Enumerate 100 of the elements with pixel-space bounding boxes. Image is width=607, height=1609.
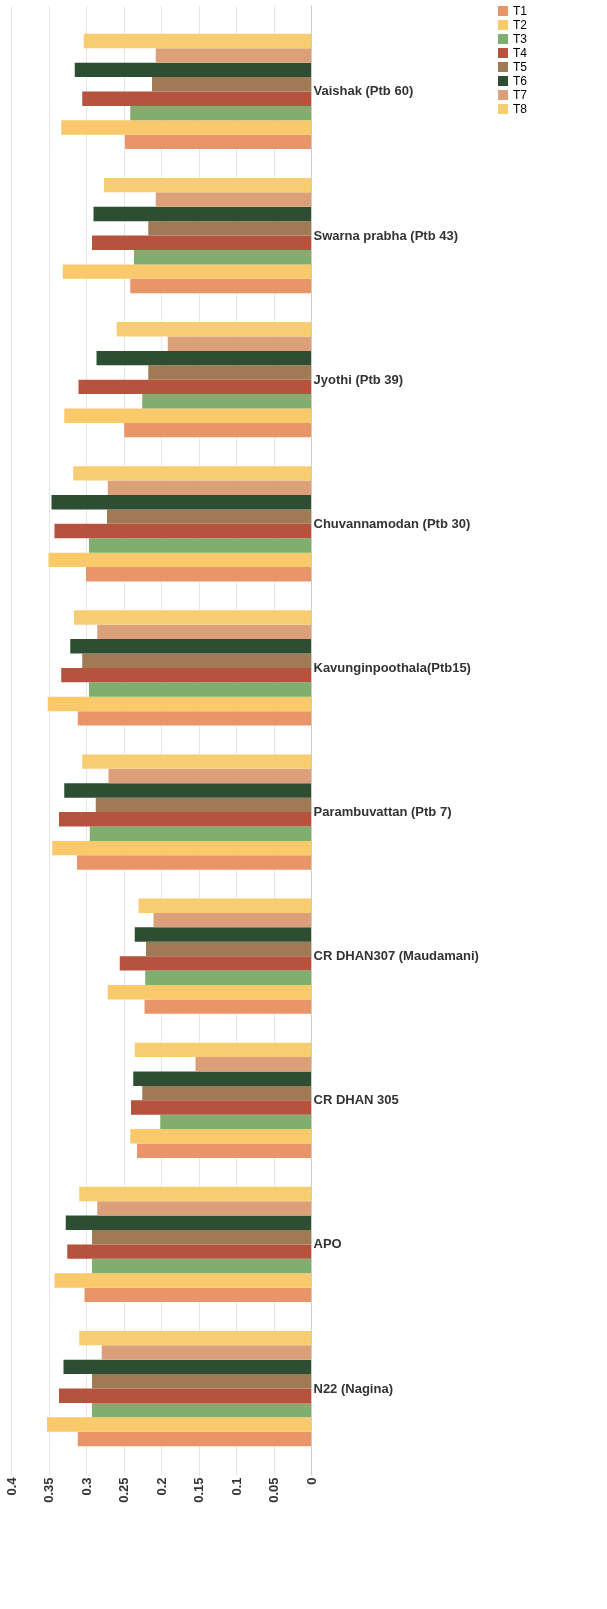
- bar: [62, 264, 311, 279]
- bar: [130, 1129, 311, 1144]
- bar: [148, 221, 311, 236]
- y-tick-label: Chuvannamodan (Ptb 30): [313, 515, 471, 531]
- bar: [47, 1417, 311, 1432]
- x-tick-label: 0.15: [191, 1477, 206, 1503]
- bar: [160, 1114, 311, 1130]
- bar: [138, 898, 311, 913]
- bar: [51, 495, 311, 510]
- bar: [52, 840, 311, 856]
- bar: [47, 696, 311, 712]
- bar: [107, 480, 311, 495]
- bar: [67, 1244, 311, 1259]
- bar: [74, 62, 311, 78]
- bar: [107, 985, 311, 1000]
- bar: [133, 1071, 311, 1086]
- bar: [142, 1085, 311, 1101]
- bar: [104, 177, 311, 193]
- bar: [124, 422, 311, 438]
- bar: [97, 624, 311, 640]
- bar: [65, 1215, 311, 1230]
- bar: [64, 783, 311, 798]
- x-tick-label: 0.3: [78, 1477, 94, 1496]
- bar: [82, 91, 311, 106]
- bar: [79, 1186, 311, 1202]
- bar: [96, 350, 311, 366]
- x-tick-label: 0.25: [116, 1477, 131, 1503]
- legend-label: T3: [513, 32, 528, 46]
- bar: [153, 912, 311, 928]
- y-tick-label: CR DHAN 305: [313, 1092, 399, 1108]
- bar: [142, 394, 311, 409]
- bar: [125, 134, 311, 150]
- bar: [131, 1100, 311, 1115]
- bar: [97, 1201, 311, 1216]
- bar: [107, 509, 311, 524]
- bar: [145, 970, 311, 985]
- bar: [84, 1287, 311, 1303]
- bar: [92, 235, 311, 250]
- bar: [95, 797, 311, 813]
- bar: [167, 336, 311, 351]
- bar: [92, 1402, 311, 1418]
- y-tick-label: Vaishak (Ptb 60): [313, 83, 414, 99]
- bar: [148, 365, 311, 380]
- x-tick-label: 0.05: [266, 1477, 281, 1503]
- bar: [77, 855, 311, 870]
- y-tick-label: Kavunginpoothala(Ptb15): [313, 659, 471, 675]
- legend-label: T1: [513, 4, 528, 18]
- bar: [54, 1273, 311, 1288]
- bar: [93, 206, 311, 222]
- bar: [137, 1143, 311, 1158]
- bar: [78, 379, 311, 395]
- bar: [61, 667, 311, 683]
- bar: [74, 610, 311, 625]
- y-tick-label: Jyothi (Ptb 39): [313, 371, 404, 387]
- bar: [130, 105, 311, 121]
- bar: [70, 639, 311, 654]
- bar: [82, 754, 311, 769]
- bar: [64, 408, 311, 423]
- x-tick-label: 0.4: [3, 1476, 19, 1496]
- bar: [48, 552, 311, 568]
- bar: [79, 1330, 311, 1346]
- bar: [77, 711, 311, 726]
- x-tick-label: 0.2: [153, 1477, 169, 1496]
- y-tick-label: CR DHAN307 (Maudamani): [313, 948, 479, 964]
- bar: [130, 278, 311, 294]
- bar: [155, 192, 311, 207]
- bar: [59, 1388, 311, 1403]
- bar: [144, 999, 311, 1014]
- y-tick-label: Parambuvattan (Ptb 7): [313, 804, 452, 820]
- bar: [86, 567, 311, 582]
- bar: [92, 1230, 311, 1245]
- bar: [89, 682, 311, 697]
- legend-label: T5: [513, 60, 528, 74]
- legend-label: T8: [513, 102, 528, 116]
- bar: [134, 250, 311, 265]
- y-tick-label: APO: [313, 1236, 342, 1252]
- x-tick-label: 0.35: [41, 1477, 56, 1503]
- bar: [61, 120, 311, 135]
- legend-label: T7: [513, 88, 528, 102]
- bar: [77, 1431, 311, 1447]
- bar: [101, 1345, 311, 1360]
- bar: [92, 1258, 311, 1274]
- y-tick-label: Swarna prabha (Ptb 43): [313, 227, 458, 243]
- bar: [92, 1374, 311, 1389]
- bar: [146, 941, 311, 957]
- x-tick-label: 0: [303, 1477, 319, 1485]
- bar: [73, 466, 311, 481]
- legend-label: T6: [513, 74, 528, 88]
- bar: [54, 523, 311, 539]
- bar: [59, 812, 311, 827]
- bar: [195, 1057, 311, 1072]
- legend-label: T4: [513, 46, 528, 60]
- bar: [119, 956, 311, 971]
- bar: [89, 538, 311, 553]
- x-tick-label: 0.1: [228, 1477, 244, 1496]
- bar: [83, 33, 311, 49]
- bar: [89, 826, 311, 841]
- bar: [108, 768, 311, 784]
- bar: [82, 653, 311, 668]
- bar: [134, 927, 311, 942]
